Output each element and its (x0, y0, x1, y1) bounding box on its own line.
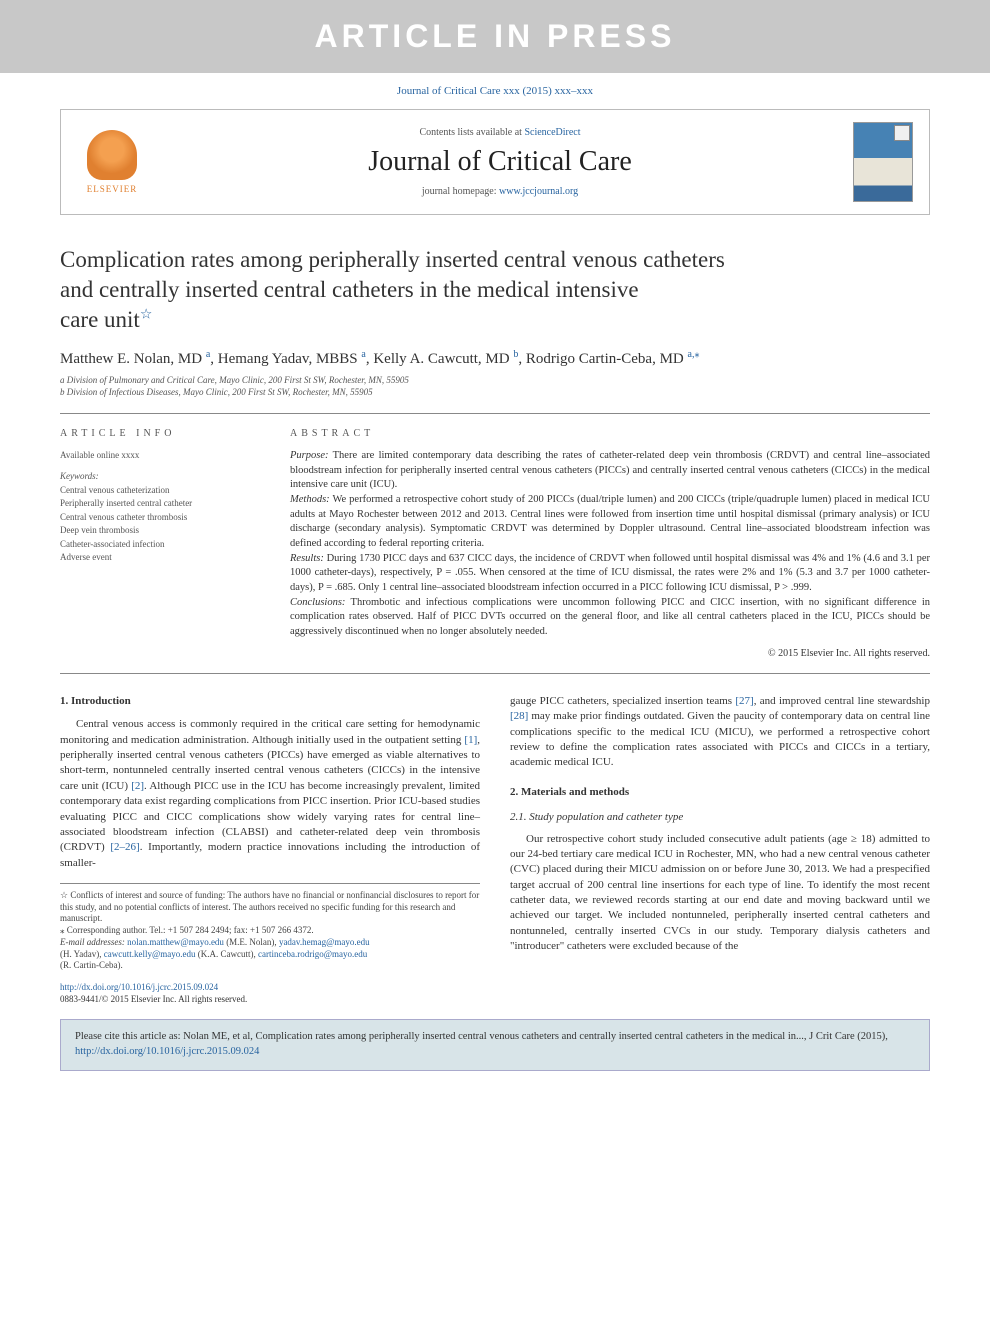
email-4-who: (R. Cartin-Ceba). (60, 960, 123, 970)
keyword-3: Central venous catheter thrombosis (60, 511, 260, 525)
authors-list: Matthew E. Nolan, MD a, Hemang Yadav, MB… (60, 349, 930, 368)
email-1-who: (M.E. Nolan), (224, 937, 279, 947)
header-center: Contents lists available at ScienceDirec… (147, 127, 853, 197)
citation-text: Please cite this article as: Nolan ME, e… (75, 1031, 888, 1042)
journal-name: Journal of Critical Care (147, 146, 853, 178)
contents-available: Contents lists available at ScienceDirec… (147, 127, 853, 138)
footnote-emails: E-mail addresses: nolan.matthew@mayo.edu… (60, 937, 480, 972)
affiliation-b: b Division of Infectious Diseases, Mayo … (60, 386, 930, 399)
intro-text-a: Central venous access is commonly requir… (60, 718, 480, 745)
article-in-press-banner: ARTICLE IN PRESS (0, 0, 990, 73)
methods-heading: 2. Materials and methods (510, 785, 930, 800)
col2-text-a: gauge PICC catheters, specialized insert… (510, 695, 735, 707)
abstract-copyright: © 2015 Elsevier Inc. All rights reserved… (290, 648, 930, 659)
col2-text-b: , and improved central line stewardship (754, 695, 930, 707)
publisher-name: ELSEVIER (87, 184, 138, 194)
keyword-6: Adverse event (60, 551, 260, 565)
email-3[interactable]: cawcutt.kelly@mayo.edu (104, 949, 196, 959)
purpose-label: Purpose: (290, 450, 329, 461)
corr-text: Corresponding author. Tel.: +1 507 284 2… (65, 925, 314, 935)
intro-paragraph: Central venous access is commonly requir… (60, 717, 480, 871)
journal-header: ELSEVIER Contents lists available at Sci… (60, 109, 930, 215)
article-info: ARTICLE INFO Available online xxxx Keywo… (60, 428, 260, 659)
ref-27[interactable]: [27] (735, 695, 753, 707)
abstract-heading: ABSTRACT (290, 428, 930, 439)
abstract: ABSTRACT Purpose: There are limited cont… (290, 428, 930, 659)
divider-bottom (60, 673, 930, 674)
journal-reference: Journal of Critical Care xxx (2015) xxx–… (0, 73, 990, 109)
results-text: During 1730 PICC days and 637 CICC days,… (290, 553, 930, 593)
methods-text: We performed a retrospective cohort stud… (290, 494, 930, 549)
article-info-heading: ARTICLE INFO (60, 428, 260, 439)
abstract-text: Purpose: There are limited contemporary … (290, 449, 930, 640)
sciencedirect-link[interactable]: ScienceDirect (524, 127, 580, 138)
conclusions-text: Thrombotic and infectious complications … (290, 597, 930, 637)
author-4: , Rodrigo Cartin-Ceba, MD (518, 351, 687, 367)
corresponding-author-mark: ⁎ (694, 349, 699, 360)
footnote-star: ☆ Conflicts of interest and source of fu… (60, 890, 480, 925)
title-line-2: and centrally inserted central catheters… (60, 277, 639, 302)
elsevier-tree-icon (87, 130, 137, 180)
publisher-logo: ELSEVIER (77, 122, 147, 202)
body-columns: 1. Introduction Central venous access is… (60, 694, 930, 1005)
email-3-who: (K.A. Cawcutt), (196, 949, 259, 959)
divider-top (60, 413, 930, 414)
ref-2-26[interactable]: [2–26] (110, 841, 139, 853)
methods-label: Methods: (290, 494, 330, 505)
email-2-who: (H. Yadav), (60, 949, 104, 959)
info-abstract-row: ARTICLE INFO Available online xxxx Keywo… (60, 428, 930, 659)
title-line-3: care unit (60, 307, 140, 332)
title-line-1: Complication rates among peripherally in… (60, 247, 725, 272)
purpose-text: There are limited contemporary data desc… (290, 450, 930, 490)
column-left: 1. Introduction Central venous access is… (60, 694, 480, 1005)
available-online: Available online xxxx (60, 449, 260, 463)
email-1[interactable]: nolan.matthew@mayo.edu (127, 937, 224, 947)
issn-copyright: 0883-9441/© 2015 Elsevier Inc. All right… (60, 994, 247, 1004)
citation-box: Please cite this article as: Nolan ME, e… (60, 1019, 930, 1070)
email-4[interactable]: cartinceba.rodrigo@mayo.edu (258, 949, 367, 959)
star-icon: ☆ (60, 890, 68, 900)
email-2[interactable]: yadav.hemag@mayo.edu (279, 937, 370, 947)
footnote-star-text: Conflicts of interest and source of fund… (60, 890, 479, 923)
footnote-corresponding: ⁎ Corresponding author. Tel.: +1 507 284… (60, 925, 480, 937)
title-footnote-star: ☆ (140, 307, 153, 322)
ref-1[interactable]: [1] (464, 734, 477, 746)
conclusions-label: Conclusions: (290, 597, 345, 608)
ref-2[interactable]: [2] (131, 780, 144, 792)
citation-doi-link[interactable]: http://dx.doi.org/10.1016/j.jcrc.2015.09… (75, 1046, 259, 1057)
doi-link[interactable]: http://dx.doi.org/10.1016/j.jcrc.2015.09… (60, 982, 218, 992)
ref-28[interactable]: [28] (510, 710, 528, 722)
footnotes: ☆ Conflicts of interest and source of fu… (60, 883, 480, 972)
author-2: , Hemang Yadav, MBBS (210, 351, 361, 367)
col2-continuation: gauge PICC catheters, specialized insert… (510, 694, 930, 771)
subsection-2-1-heading: 2.1. Study population and catheter type (510, 810, 930, 825)
homepage-prefix: journal homepage: (422, 186, 499, 197)
email-label: E-mail addresses: (60, 937, 127, 947)
subsection-2-1-text: Our retrospective cohort study included … (510, 832, 930, 955)
affiliations: a Division of Pulmonary and Critical Car… (60, 374, 930, 399)
author-1: Matthew E. Nolan, MD (60, 351, 206, 367)
doi-block: http://dx.doi.org/10.1016/j.jcrc.2015.09… (60, 982, 480, 1005)
intro-heading: 1. Introduction (60, 694, 480, 709)
column-right: gauge PICC catheters, specialized insert… (510, 694, 930, 1005)
article-title: Complication rates among peripherally in… (60, 245, 930, 335)
col2-text-c: may make prior findings outdated. Given … (510, 710, 930, 768)
affiliation-a: a Division of Pulmonary and Critical Car… (60, 374, 930, 387)
journal-homepage: journal homepage: www.jccjournal.org (147, 186, 853, 197)
contents-prefix: Contents lists available at (419, 127, 524, 138)
homepage-link[interactable]: www.jccjournal.org (499, 186, 578, 197)
keyword-1: Central venous catheterization (60, 484, 260, 498)
keyword-5: Catheter-associated infection (60, 538, 260, 552)
journal-cover-thumbnail (853, 122, 913, 202)
keywords-heading: Keywords: (60, 470, 260, 484)
keyword-2: Peripherally inserted central catheter (60, 497, 260, 511)
results-label: Results: (290, 553, 324, 564)
author-3: , Kelly A. Cawcutt, MD (366, 351, 514, 367)
keyword-4: Deep vein thrombosis (60, 524, 260, 538)
